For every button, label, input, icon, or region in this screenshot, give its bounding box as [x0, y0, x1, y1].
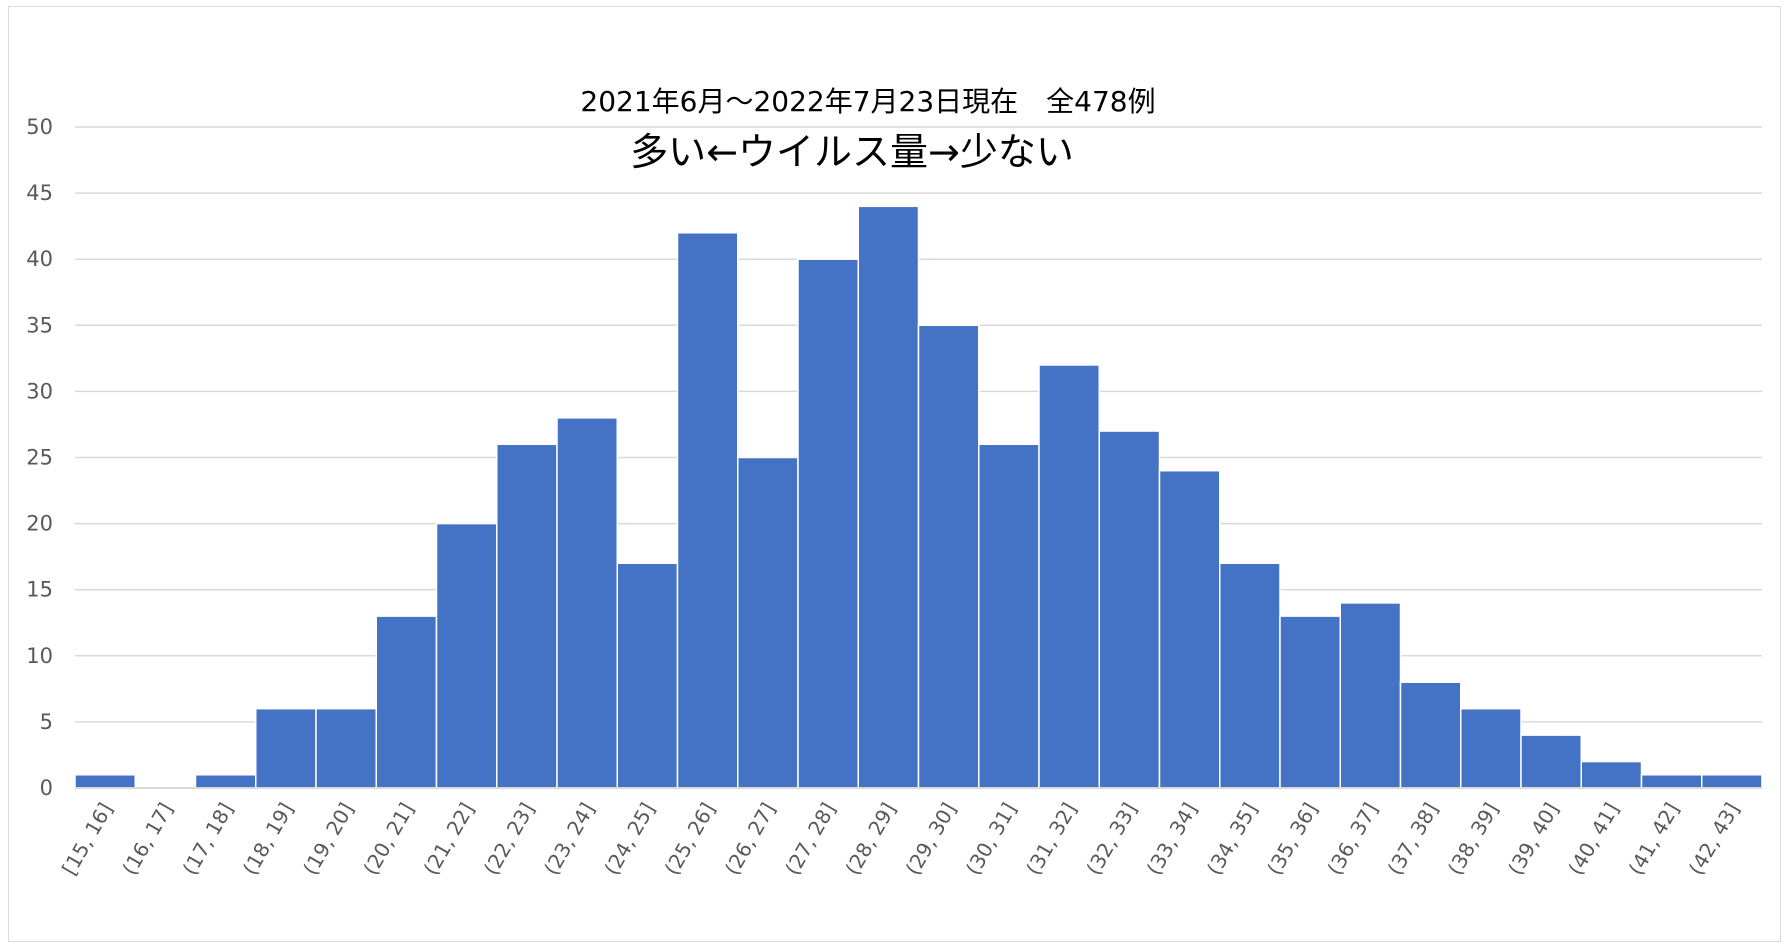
bar — [1098, 430, 1161, 789]
x-tick-label: (20, 21] — [358, 799, 418, 880]
bar — [496, 443, 558, 789]
bar — [1038, 364, 1100, 789]
x-tick-label: (19, 20] — [298, 799, 358, 880]
x-tick-label: (17, 18] — [178, 799, 238, 880]
bar — [1460, 707, 1522, 789]
bar — [978, 443, 1040, 789]
y-tick-label: 50 — [26, 115, 53, 139]
bars — [74, 205, 1763, 789]
bar — [315, 707, 377, 789]
x-tick-label: (24, 25] — [599, 799, 659, 880]
bar — [1219, 562, 1281, 789]
x-tick-label: (40, 41] — [1563, 799, 1623, 880]
x-tick-label: (39, 40] — [1503, 799, 1563, 880]
x-tick-label: (32, 33] — [1081, 799, 1141, 880]
x-tick-label: (25, 26] — [660, 799, 720, 880]
y-tick-label: 0 — [40, 776, 53, 800]
bar — [1158, 469, 1221, 789]
y-tick-label: 10 — [26, 644, 53, 668]
x-tick-label: (35, 36] — [1262, 799, 1322, 880]
bar — [1399, 681, 1462, 789]
bar — [255, 707, 317, 789]
y-tick-label: 45 — [26, 181, 53, 205]
chart-title: 2021年6月～2022年7月23日現在 全478例 — [580, 85, 1155, 118]
x-tick-label: (21, 22] — [419, 799, 479, 880]
x-tick-label: (29, 30] — [901, 799, 961, 880]
x-tick-label: (36, 37] — [1322, 799, 1382, 880]
bar — [1339, 602, 1402, 789]
bar — [737, 456, 799, 789]
bar — [616, 562, 679, 789]
bar — [797, 258, 859, 789]
bar — [917, 324, 980, 789]
x-tick-label: (38, 39] — [1443, 799, 1503, 880]
bar — [194, 774, 257, 789]
bar — [74, 774, 136, 789]
x-tick-label: (37, 38] — [1383, 799, 1443, 880]
y-tick-label: 40 — [26, 247, 53, 271]
bar — [1279, 615, 1341, 789]
chart-subtitle: 多い←ウイルス量→少ない — [630, 130, 1074, 174]
y-tick-label: 5 — [40, 710, 53, 734]
bar — [1520, 734, 1582, 789]
bar — [1701, 774, 1763, 789]
x-tick-label: (33, 34] — [1142, 799, 1202, 880]
x-tick-label: [15, 16] — [57, 799, 117, 880]
x-tick-label: (28, 29] — [840, 799, 900, 880]
x-tick-label: (31, 32] — [1021, 799, 1081, 880]
x-tick-label: (27, 28] — [780, 799, 840, 880]
x-tick-label: (16, 17] — [117, 799, 177, 880]
x-tick-label: (22, 23] — [479, 799, 539, 880]
bar — [857, 205, 920, 789]
bar — [1640, 774, 1703, 789]
y-tick-label: 25 — [26, 446, 53, 470]
x-tick-label: (42, 43] — [1684, 799, 1744, 880]
x-tick-label: (23, 24] — [539, 799, 599, 880]
x-tick-label: (26, 27] — [720, 799, 780, 880]
y-tick-label: 35 — [26, 313, 53, 337]
x-tick-label: (34, 35] — [1202, 799, 1262, 880]
bar — [676, 232, 739, 789]
x-axis-ticks: [15, 16] (16, 17] (17, 18] (18, 19] (19, 20]… — [57, 799, 1744, 880]
bar — [556, 417, 618, 789]
x-tick-label: (30, 31] — [961, 799, 1021, 880]
y-tick-label: 30 — [26, 379, 53, 403]
bar — [1580, 760, 1643, 789]
y-tick-label: 15 — [26, 578, 53, 602]
x-tick-label: (41, 42] — [1624, 799, 1684, 880]
y-axis-ticks: 0 5 10 15 20 25 30 35 40 45 50 — [26, 115, 53, 800]
x-tick-label: (18, 19] — [238, 799, 298, 880]
bar — [435, 522, 498, 789]
y-tick-label: 20 — [26, 512, 53, 536]
bar — [375, 615, 438, 789]
